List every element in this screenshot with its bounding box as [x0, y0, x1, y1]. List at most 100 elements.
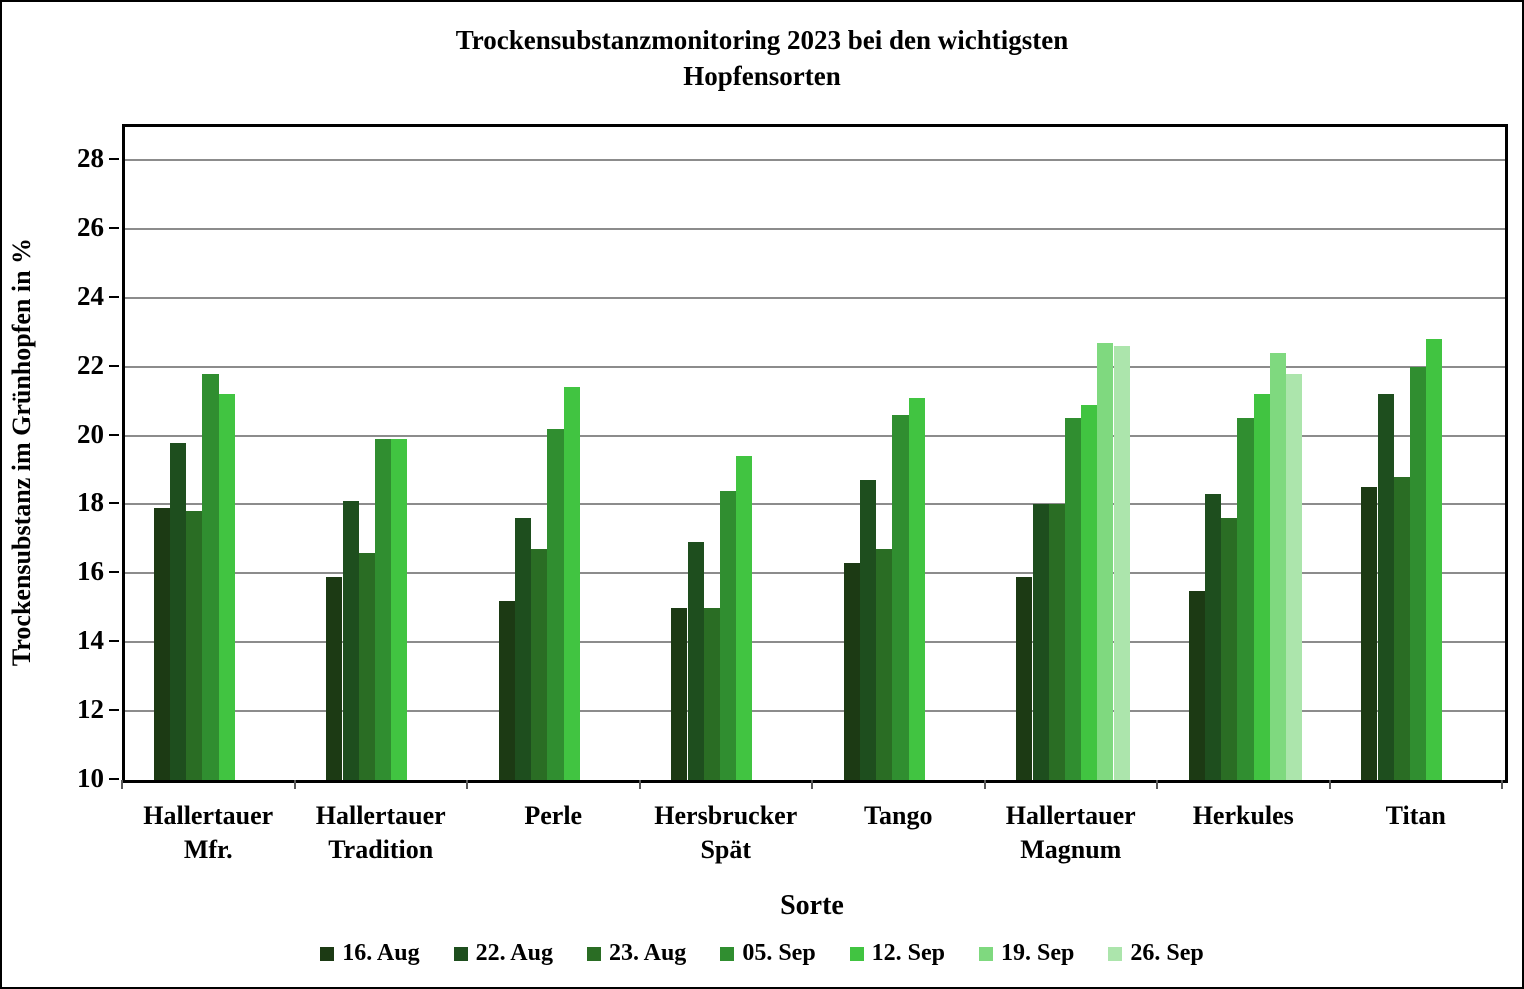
bar: [908, 397, 925, 780]
y-axis-tick: [109, 433, 119, 436]
bar: [671, 607, 688, 780]
legend-item: 16. Aug: [320, 940, 420, 967]
chart-title-line1: Trockensubstanzmonitoring 2023 bei den w…: [455, 25, 1069, 55]
x-axis-tick: [466, 780, 468, 789]
legend-label: 05. Sep: [742, 940, 816, 966]
y-axis-tick: [109, 158, 119, 161]
y-axis-tick: [109, 226, 119, 229]
bar: [218, 394, 235, 780]
bar: [1097, 342, 1114, 780]
legend-item: 05. Sep: [720, 940, 816, 967]
y-axis-tick: [109, 364, 119, 367]
legend-swatch: [720, 946, 735, 961]
x-axis-tick: [1501, 780, 1503, 789]
bar: [391, 439, 408, 780]
bar: [1016, 576, 1033, 780]
legend-label: 26. Sep: [1130, 940, 1204, 966]
y-tick-label: 14: [77, 625, 104, 656]
bar: [1064, 418, 1082, 780]
chart-title-line2: Hopfensorten: [683, 61, 841, 91]
y-axis-tick: [109, 778, 119, 780]
bar-group: [125, 127, 298, 780]
x-axis-tick: [293, 780, 296, 789]
bar: [1113, 346, 1130, 780]
bar: [1269, 352, 1286, 780]
bar: [515, 518, 532, 780]
x-axis-tick: [1328, 780, 1331, 789]
bar: [719, 490, 737, 780]
bar: [1032, 504, 1049, 780]
y-tick-label: 16: [77, 556, 104, 587]
bar: [531, 549, 548, 780]
y-axis-title: Trockensubstanz im Grünhopfen in %: [7, 237, 36, 667]
bar: [326, 576, 343, 780]
bar: [498, 600, 515, 780]
bar: [860, 480, 877, 780]
legend-label: 19. Sep: [1001, 940, 1075, 966]
bar: [202, 373, 219, 780]
category-label: Hallertauer Magnum: [1005, 801, 1136, 864]
legend-swatch: [320, 946, 335, 961]
gridline: [125, 365, 1505, 368]
bar: [342, 501, 359, 780]
y-axis-tick: [109, 709, 119, 712]
gridline: [125, 227, 1505, 230]
legend-label: 12. Sep: [871, 940, 946, 966]
bar: [736, 456, 753, 780]
legend-item: 19. Sep: [979, 940, 1074, 967]
gridline: [125, 503, 1505, 506]
bar: [563, 387, 580, 780]
x-axis-tick: [121, 780, 123, 789]
bar: [687, 542, 704, 780]
bar: [1286, 373, 1303, 780]
y-axis-tick: [109, 502, 119, 505]
gridline: [125, 434, 1505, 437]
legend-swatch: [453, 946, 468, 961]
legend-swatch: [849, 946, 864, 961]
gridline: [125, 641, 1505, 644]
legend-swatch: [979, 946, 994, 961]
y-tick-label: 10: [77, 763, 104, 793]
bar-group: [470, 127, 643, 780]
bar: [1188, 590, 1205, 780]
bar-group: [1160, 127, 1333, 780]
bar: [1205, 494, 1222, 780]
bar: [703, 607, 720, 780]
gridline: [125, 296, 1505, 299]
y-tick-label: 22: [77, 349, 104, 380]
category-label: Herkules: [1192, 801, 1294, 830]
x-axis-tick: [1156, 780, 1158, 789]
y-axis-tick: [109, 295, 119, 298]
bar: [876, 549, 893, 780]
bar: [1237, 418, 1254, 780]
x-axis-title: Sorte: [780, 890, 844, 921]
bar-group: [1333, 127, 1506, 780]
bar: [1426, 339, 1443, 780]
gridline: [125, 710, 1505, 713]
y-axis-tick: [109, 640, 119, 643]
bar: [358, 552, 375, 780]
y-axis-tick: [109, 571, 119, 574]
legend-item: 26. Sep: [1108, 940, 1204, 967]
legend-label: 22. Aug: [475, 940, 553, 966]
y-tick-label: 18: [77, 487, 104, 518]
legend-item: 23. Aug: [586, 940, 687, 967]
y-tick-label: 26: [77, 211, 104, 242]
y-tick-label: 12: [77, 694, 104, 725]
legend-label: 23. Aug: [608, 940, 687, 966]
category-label: Perle: [524, 801, 583, 830]
bar-group: [988, 127, 1161, 780]
gridline: [125, 572, 1505, 575]
legend: 16. Aug 22. Aug 23. Aug 05. Sep 12. Sep 19. S…: [2, 940, 1522, 967]
x-axis-tick: [811, 780, 813, 789]
x-axis-tick: [638, 780, 641, 789]
bar-group: [298, 127, 471, 780]
bar: [170, 442, 187, 780]
bar: [547, 428, 564, 780]
legend-swatch: [586, 946, 601, 961]
bar: [186, 511, 203, 780]
bar: [1048, 504, 1065, 780]
bar: [1377, 394, 1394, 780]
bar: [843, 563, 860, 780]
